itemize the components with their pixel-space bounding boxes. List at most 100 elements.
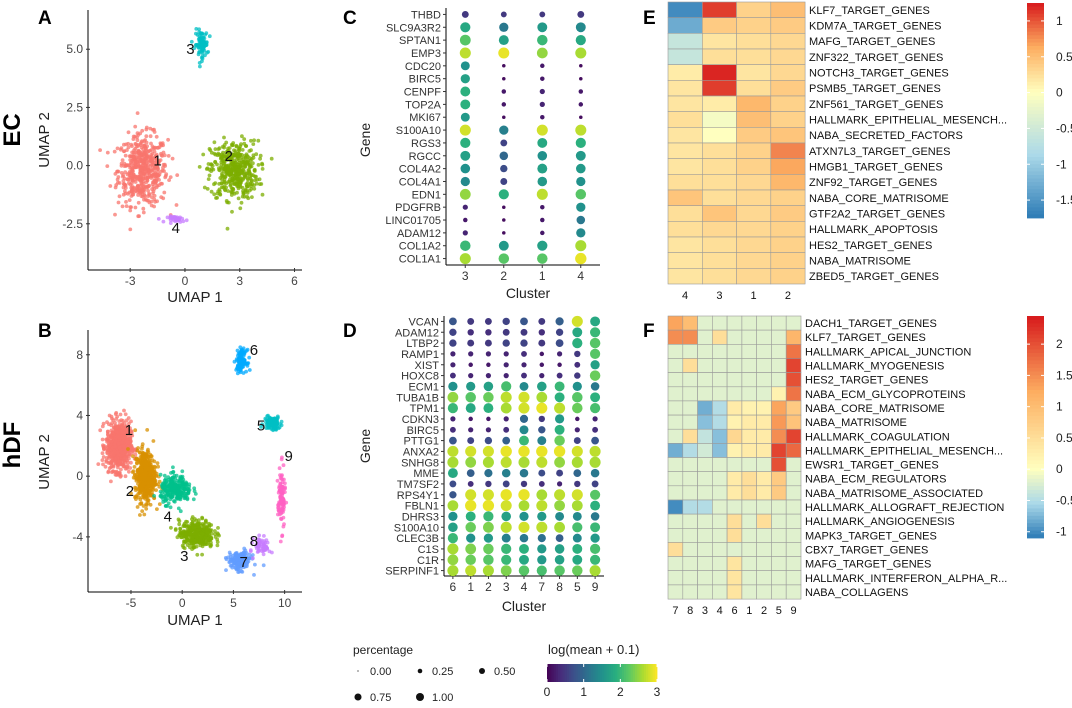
- dotplot-d-dot: [482, 499, 495, 512]
- heatmap-f-row-label: HES2_TARGET_GENES: [805, 375, 928, 387]
- dotplot-d-dot: [519, 381, 529, 391]
- umap-b-point: [282, 522, 286, 527]
- heatmap-e-col-label: 1: [751, 290, 757, 302]
- heatmap-f-cell: [726, 485, 743, 501]
- heatmap-e-colorbar-step: [1027, 78, 1044, 83]
- umap-a-point: [255, 177, 259, 182]
- heatmap-e-row-label: HMGB1_TARGET_GENES: [809, 162, 943, 174]
- umap-b-point: [163, 477, 168, 481]
- heatmap-e-cell: [736, 32, 772, 50]
- umap-a-point: [142, 193, 147, 197]
- heatmap-f-cell: [667, 542, 684, 557]
- umap-b-point: [150, 490, 154, 495]
- heatmap-f-colorbar-step: [1027, 367, 1044, 372]
- heatmap-f-cell: [697, 485, 713, 501]
- umap-a-point: [212, 140, 217, 145]
- dotplot-d-dot: [449, 436, 457, 445]
- umap-a-point: [127, 175, 132, 180]
- umap-b-point: [162, 473, 167, 478]
- umap-b-point: [120, 450, 125, 455]
- umap-a-point: [256, 163, 261, 167]
- heatmap-f-col-label: 3: [702, 605, 708, 617]
- umap-a-point: [249, 138, 253, 143]
- heatmap-e-row-label: GTF2A2_TARGET_GENES: [809, 209, 945, 221]
- umap-a-point: [229, 172, 234, 177]
- heatmap-f-cell: [756, 499, 772, 515]
- heatmap-e-row-label: ZNF92_TARGET_GENES: [809, 177, 937, 189]
- heatmap-f-cell: [756, 485, 772, 501]
- heatmap-f-row-label: NABA_MATRISOME: [805, 417, 907, 429]
- dotplot-d-dot: [468, 427, 474, 433]
- heatmap-f-row-label: MAPK3_TARGET_GENES: [805, 530, 937, 542]
- umap-a-point: [230, 152, 235, 157]
- heatmap-e-cell: [667, 205, 703, 222]
- heatmap-e-colorbar-step: [1027, 203, 1044, 208]
- dotplot-d-dot: [572, 533, 582, 543]
- heatmap-e-colorbar-step: [1027, 192, 1044, 197]
- heatmap-f-cell: [726, 443, 743, 458]
- umap-b-cluster-label: 8: [250, 533, 258, 550]
- umap-a-point: [117, 181, 122, 185]
- umap-b-point: [150, 458, 155, 463]
- umap-b-point: [228, 563, 233, 568]
- dotplot-d-dot: [571, 456, 583, 468]
- heatmap-f-colorbar-step: [1027, 530, 1044, 535]
- umap-a-point: [145, 144, 150, 149]
- heatmap-f-cell: [771, 372, 787, 388]
- umap-b-point: [205, 530, 209, 535]
- percentage-legend-label: 0.75: [370, 692, 391, 704]
- umap-b-point: [237, 360, 242, 364]
- umap-a-point: [180, 216, 185, 221]
- heatmap-e-cell: [736, 205, 772, 222]
- expression-legend-label: 2: [617, 685, 624, 699]
- heatmap-f-row-label: NABA_MATRISOME_ASSOCIATED: [805, 488, 983, 500]
- umap-a-point: [135, 138, 140, 143]
- umap-a-cluster-labels: 1 2 3 4: [153, 41, 233, 237]
- dotplot-c-dot: [502, 218, 506, 222]
- umap-b-point: [101, 455, 106, 459]
- dotplot-d-dot: [520, 480, 528, 488]
- heatmap-e-cell: [701, 158, 737, 175]
- umap-b-cluster-label: 1: [125, 422, 133, 439]
- umap-a-point: [234, 143, 239, 148]
- umap-b-point: [265, 423, 270, 428]
- heatmap-e-colorbar-step: [1027, 28, 1044, 33]
- umap-b-point: [118, 412, 123, 417]
- dotplot-c-dot: [537, 176, 548, 187]
- dotplot-c-dot: [575, 35, 586, 46]
- dotplot-d-dot: [572, 554, 583, 565]
- umap-b-cluster-label: 9: [285, 448, 293, 465]
- umap-a-point: [239, 200, 244, 205]
- umap-b-point: [198, 521, 202, 526]
- umap-a-point: [152, 204, 157, 209]
- dotplot-d-dot: [572, 392, 583, 403]
- umap-b-point: [141, 504, 146, 508]
- umap-a-point: [215, 162, 219, 167]
- umap-b-point: [152, 482, 157, 486]
- heatmap-f-row-label: CBX7_TARGET_GENES: [805, 545, 928, 557]
- umap-a-point: [220, 185, 224, 190]
- heatmap-f-cell: [771, 428, 787, 444]
- umap-a-point: [124, 204, 129, 209]
- umap-b-point: [116, 441, 121, 445]
- umap-b-point: [255, 550, 260, 554]
- dotplot-d-dot: [484, 317, 492, 325]
- dotplot-d-dot: [555, 339, 564, 347]
- heatmap-f-cell: [697, 428, 713, 444]
- heatmap-f-cell: [756, 358, 772, 373]
- umap-b-point: [281, 496, 285, 501]
- heatmap-f-cell: [711, 428, 728, 444]
- dotplot-c-dot: [576, 202, 586, 212]
- umap-a-point: [133, 205, 138, 210]
- dotplot-d-dot: [501, 511, 511, 522]
- heatmap-f-cell: [697, 471, 713, 487]
- heatmap-e-cell: [736, 48, 772, 65]
- dotplot-d-dot: [501, 468, 511, 478]
- dotplot-c-gene-label: MKI67: [409, 112, 441, 124]
- heatmap-f-cell: [741, 372, 758, 388]
- umap-a-point: [178, 220, 183, 224]
- heatmap-f-cell: [756, 400, 772, 416]
- umap-a-xtick-label: 3: [236, 274, 243, 288]
- umap-a-point: [234, 183, 239, 187]
- umap-a-point: [124, 163, 129, 167]
